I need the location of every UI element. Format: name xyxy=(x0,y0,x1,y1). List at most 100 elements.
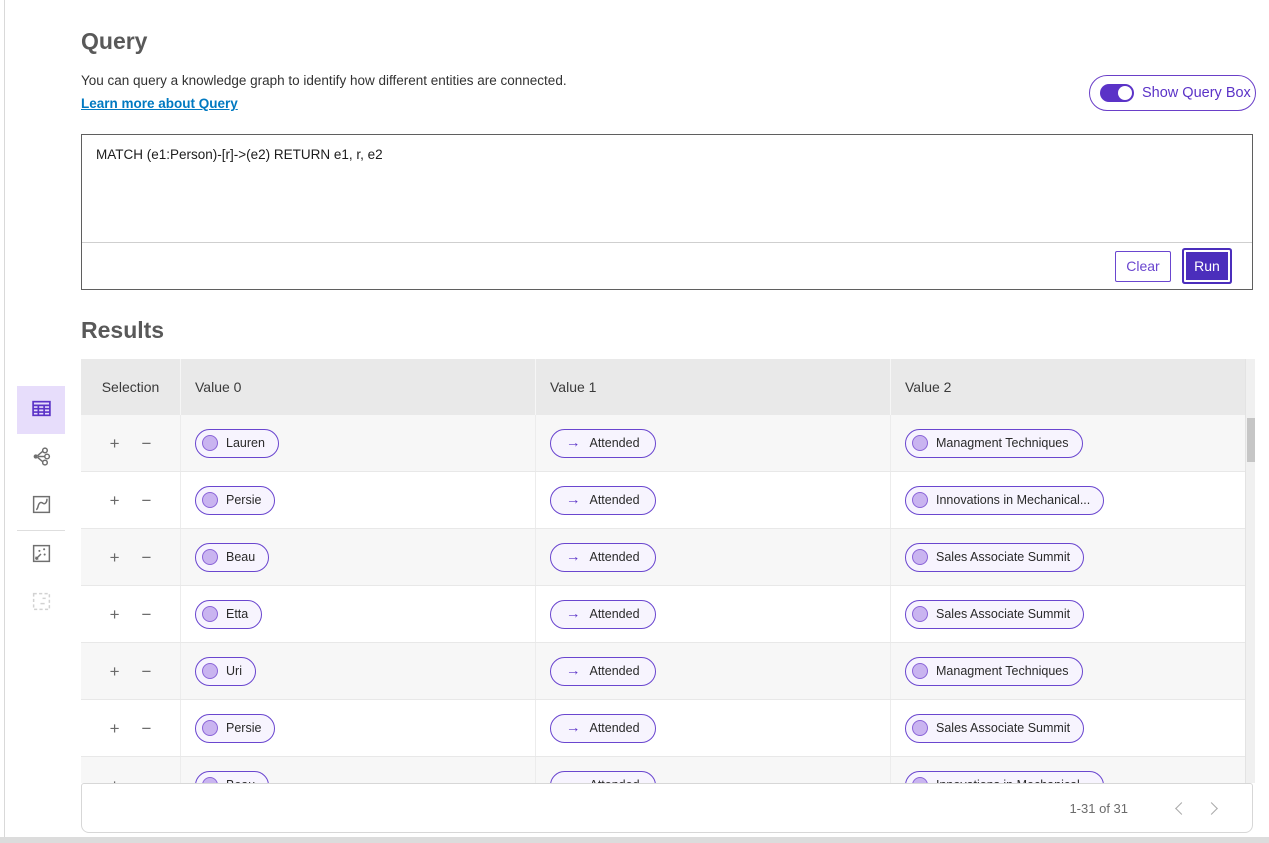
column-header-value0: Value 0 xyxy=(181,359,536,415)
entity-label: Sales Associate Summit xyxy=(936,607,1071,621)
sidebar-item-table-view[interactable] xyxy=(17,386,65,434)
entity-pill[interactable]: Sales Associate Summit xyxy=(905,713,1085,743)
remove-selection-button[interactable]: − xyxy=(141,604,152,624)
table-row: + − Persie → Attended Sales Associate Sum… xyxy=(81,700,1255,757)
table-row: + − Beau → Attended Sales Associate Summi… xyxy=(81,529,1255,586)
entity-pill[interactable]: Beau xyxy=(195,542,270,572)
sidebar-item-add-to-map[interactable] xyxy=(17,531,65,579)
entity-pill[interactable]: Managment Techniques xyxy=(905,656,1083,686)
arrow-right-icon: → xyxy=(566,778,581,783)
clear-button[interactable]: Clear xyxy=(1115,250,1171,282)
panel-left-border xyxy=(4,0,5,837)
column-header-value1: Value 1 xyxy=(536,359,891,415)
relationship-label: Attended xyxy=(589,721,640,735)
remove-selection-button[interactable]: − xyxy=(140,775,154,784)
results-title: Results xyxy=(81,317,165,343)
pagination-bar: 1-31 of 31 xyxy=(81,783,1253,833)
remove-selection-button[interactable]: − xyxy=(141,490,152,510)
table-scrollbar-thumb[interactable] xyxy=(1247,418,1255,462)
entity-node-icon xyxy=(202,663,218,679)
selection-cell: + − xyxy=(81,757,181,783)
map-view-icon xyxy=(31,494,52,518)
results-table: Selection Value 0 Value 1 Value 2 + − La… xyxy=(81,359,1255,783)
run-button[interactable]: Run xyxy=(1184,250,1230,282)
toggle-label: Show Query Box xyxy=(1142,85,1251,101)
relationship-pill[interactable]: → Attended xyxy=(550,485,656,515)
relationship-pill[interactable]: → Attended xyxy=(550,713,656,743)
add-selection-button[interactable]: + xyxy=(108,775,122,784)
table-scrollbar-track[interactable] xyxy=(1245,359,1255,783)
selection-cell: + − xyxy=(81,472,181,528)
selection-cell: + − xyxy=(81,643,181,699)
entity-label: Beau xyxy=(226,550,256,564)
table-row: + − Uri → Attended Managment Techniques xyxy=(81,643,1255,700)
entity-pill[interactable]: Lauren xyxy=(195,428,279,458)
chevron-left-icon xyxy=(1174,801,1188,815)
pagination-range-label: 1-31 of 31 xyxy=(1069,800,1128,816)
add-selection-button[interactable]: + xyxy=(109,433,120,453)
learn-more-link[interactable]: Learn more about Query xyxy=(81,96,238,111)
sidebar-divider xyxy=(17,530,65,531)
entity-label: Etta xyxy=(226,607,249,621)
relationship-label: Attended xyxy=(589,436,640,450)
view-switcher-sidebar xyxy=(17,386,65,627)
add-selection-button[interactable]: + xyxy=(109,718,120,738)
link-chart-view-icon xyxy=(31,446,52,470)
selection-placeholder-icon xyxy=(31,591,52,615)
entity-pill[interactable]: Beau xyxy=(195,770,270,783)
query-actions-bar: Clear Run xyxy=(82,243,1252,289)
entity-pill[interactable]: Innovations in Mechanical... xyxy=(905,485,1105,515)
selection-cell: + − xyxy=(81,700,181,756)
table-row: + − Persie → Attended Innovations in Mech… xyxy=(81,472,1255,529)
entity-pill[interactable]: Persie xyxy=(195,485,276,515)
add-selection-button[interactable]: + xyxy=(109,661,120,681)
relationship-label: Attended xyxy=(589,607,640,621)
table-row: + − Lauren → Attended Managment Technique… xyxy=(81,415,1255,472)
page-title: Query xyxy=(81,28,148,54)
entity-node-icon xyxy=(912,435,928,451)
entity-pill[interactable]: Etta xyxy=(195,599,263,629)
entity-label: Managment Techniques xyxy=(936,664,1069,678)
entity-pill[interactable]: Uri xyxy=(195,656,256,686)
show-query-box-toggle[interactable]: Show Query Box xyxy=(1089,75,1256,111)
add-selection-button[interactable]: + xyxy=(109,604,120,624)
relationship-pill[interactable]: → Attended xyxy=(550,599,656,629)
relationship-pill[interactable]: → Attended xyxy=(550,770,656,783)
relationship-label: Attended xyxy=(589,493,640,507)
entity-pill[interactable]: Managment Techniques xyxy=(905,428,1083,458)
table-row: + − Etta → Attended Sales Associate Summi… xyxy=(81,586,1255,643)
entity-label: Persie xyxy=(226,493,262,507)
query-editor-panel: MATCH (e1:Person)-[r]->(e2) RETURN e1, r… xyxy=(81,134,1253,375)
sidebar-item-link-chart-view[interactable] xyxy=(17,434,65,482)
arrow-right-icon: → xyxy=(566,548,581,565)
relationship-pill[interactable]: → Attended xyxy=(550,656,656,686)
entity-node-icon xyxy=(912,492,928,508)
next-page-button[interactable] xyxy=(1196,793,1226,823)
arrow-right-icon: → xyxy=(566,719,581,736)
entity-pill[interactable]: Sales Associate Summit xyxy=(905,599,1085,629)
entity-pill[interactable]: Persie xyxy=(195,713,276,743)
entity-pill[interactable]: Innovations in Mechanical... xyxy=(905,770,1105,783)
sidebar-item-map-view[interactable] xyxy=(17,482,65,530)
relationship-pill[interactable]: → Attended xyxy=(550,542,656,572)
toggle-switch-icon[interactable] xyxy=(1100,84,1134,102)
remove-selection-button[interactable]: − xyxy=(141,718,152,738)
remove-selection-button[interactable]: − xyxy=(141,661,152,681)
arrow-right-icon: → xyxy=(566,662,581,679)
query-input[interactable]: MATCH (e1:Person)-[r]->(e2) RETURN e1, r… xyxy=(82,135,1252,243)
table-view-icon xyxy=(31,398,52,422)
entity-node-icon xyxy=(912,549,928,565)
remove-selection-button[interactable]: − xyxy=(141,433,152,453)
sidebar-item-selection-tool[interactable] xyxy=(17,579,65,627)
add-selection-button[interactable]: + xyxy=(109,547,120,567)
add-selection-button[interactable]: + xyxy=(109,490,120,510)
entity-node-icon xyxy=(202,606,218,622)
query-description: You can query a knowledge graph to ident… xyxy=(81,73,567,88)
relationship-pill[interactable]: → Attended xyxy=(550,428,656,458)
entity-pill[interactable]: Sales Associate Summit xyxy=(905,542,1085,572)
remove-selection-button[interactable]: − xyxy=(141,547,152,567)
relationship-label: Attended xyxy=(589,550,640,564)
previous-page-button[interactable] xyxy=(1166,793,1196,823)
table-row-clipped: + − Beau → Attended Innovations in Mechan… xyxy=(81,757,1255,783)
